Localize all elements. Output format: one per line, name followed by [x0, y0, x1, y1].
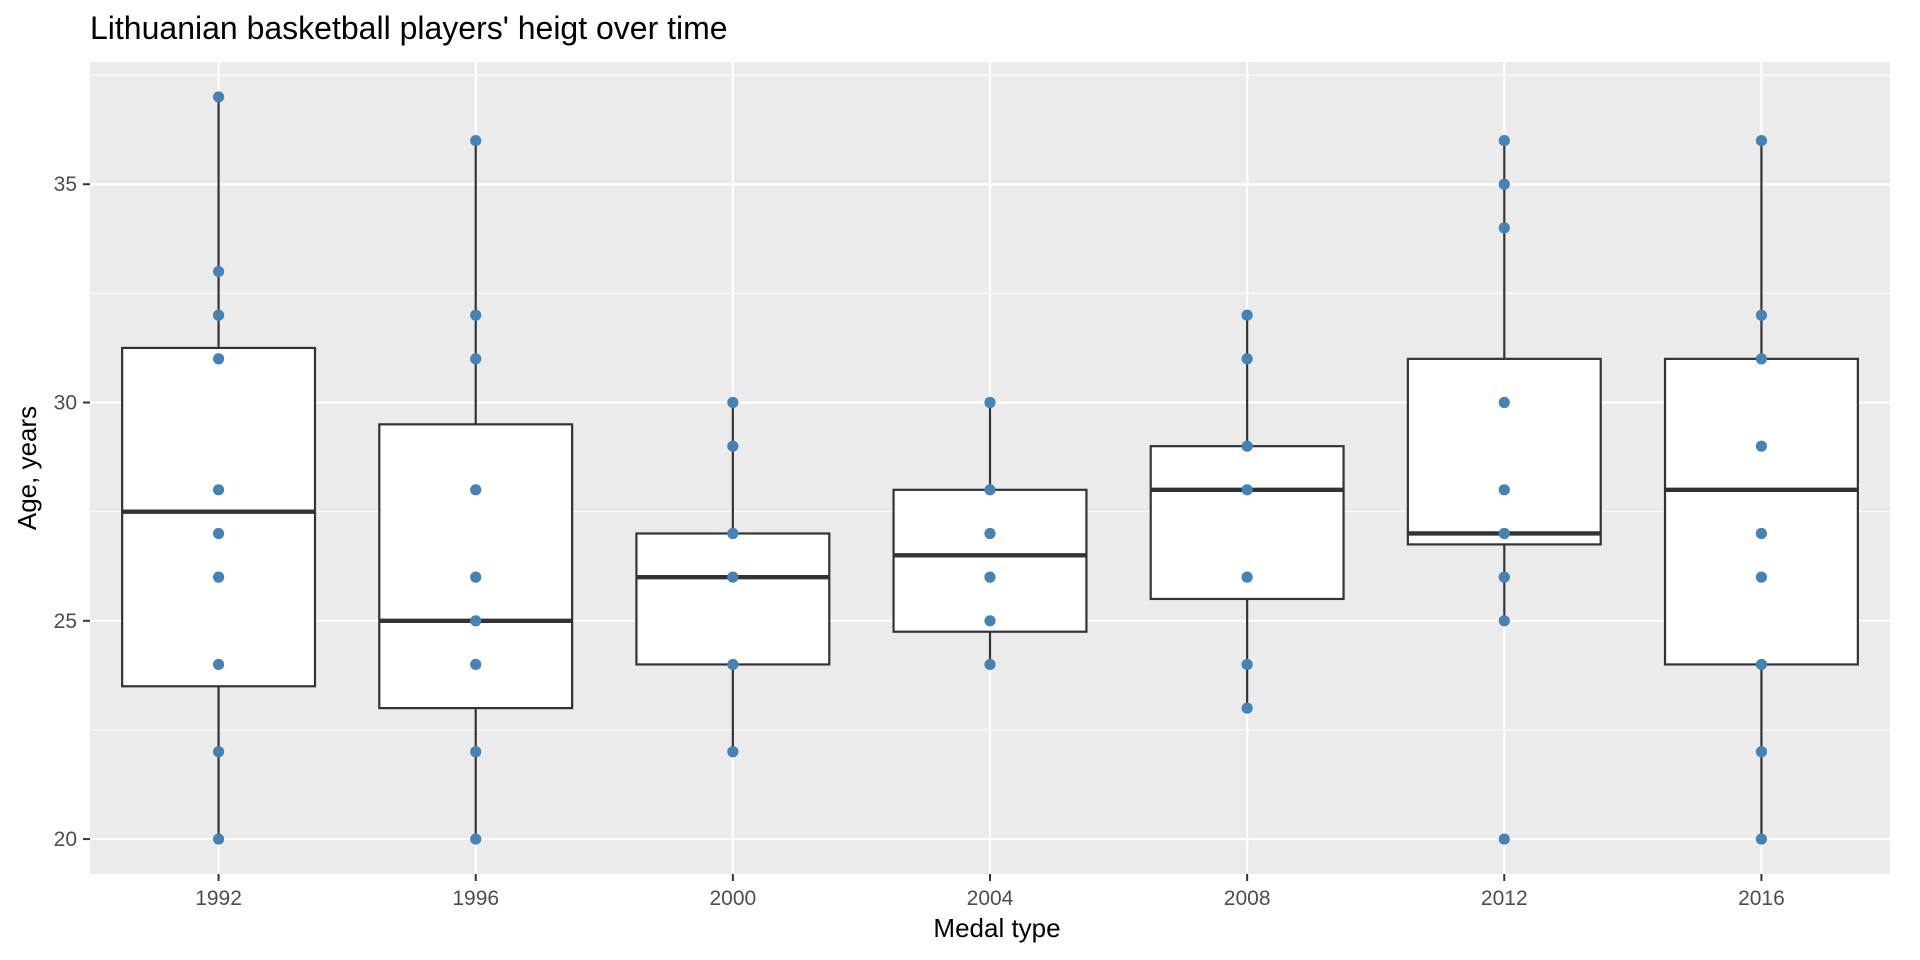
axis-layer: 20 25 30 35 1992 1996 2000 2004 2008 2012 2016 — [54, 173, 1785, 910]
data-point — [212, 571, 225, 583]
data-point — [727, 571, 739, 583]
data-point — [470, 134, 482, 147]
data-point — [1755, 833, 1768, 845]
x-tick-label: 2016 — [1738, 887, 1785, 910]
data-point — [727, 658, 739, 671]
data-point — [1498, 615, 1510, 627]
data-point — [984, 484, 996, 496]
data-point — [1498, 396, 1510, 409]
data-point — [1755, 658, 1768, 671]
box-body — [635, 532, 831, 666]
box-layer — [121, 96, 1859, 840]
data-point — [1241, 702, 1253, 714]
x-tick-label: 1992 — [195, 887, 242, 910]
data-point — [1498, 134, 1510, 147]
data-point — [1498, 178, 1510, 190]
data-point — [212, 353, 225, 365]
x-axis-title: Medal type — [933, 913, 1060, 943]
data-point — [1498, 484, 1510, 496]
data-point — [727, 527, 739, 540]
chart-title: Lithuanian basketball players' heigt ove… — [90, 10, 728, 46]
data-point — [470, 309, 482, 321]
data-point — [1498, 571, 1510, 583]
data-point — [1241, 571, 1253, 583]
y-tick-label: 35 — [54, 173, 77, 196]
data-point — [1755, 527, 1768, 540]
data-point — [727, 440, 739, 452]
data-point — [727, 396, 739, 409]
data-point — [470, 833, 482, 845]
data-point — [212, 91, 225, 103]
box-2004 — [892, 402, 1088, 665]
y-tick-label: 20 — [54, 828, 77, 851]
data-point — [1755, 746, 1768, 758]
box-body — [1663, 357, 1859, 666]
y-tick-label: 25 — [54, 610, 77, 633]
box-body — [121, 346, 317, 688]
data-point — [1241, 440, 1253, 452]
data-point — [1241, 484, 1253, 496]
box-1992 — [121, 96, 317, 840]
data-point — [1755, 353, 1768, 365]
box-body — [892, 488, 1088, 633]
y-tick-label: 30 — [54, 392, 77, 415]
data-point — [1498, 527, 1510, 540]
data-point — [1755, 571, 1768, 583]
data-point — [212, 484, 225, 496]
data-point — [1755, 134, 1768, 147]
y-axis-title: Age, years — [12, 406, 42, 530]
data-point — [470, 746, 482, 758]
data-point — [1498, 833, 1510, 845]
data-point — [1241, 309, 1253, 321]
data-point — [470, 353, 482, 365]
x-tick-label: 2004 — [967, 887, 1014, 910]
data-point — [984, 571, 996, 583]
x-tick-label: 2000 — [709, 887, 756, 910]
point-layer — [212, 91, 1768, 845]
data-point — [212, 658, 225, 671]
data-point — [1755, 309, 1768, 321]
data-point — [1755, 440, 1768, 452]
data-point — [212, 527, 225, 540]
x-tick-label: 2008 — [1224, 887, 1271, 910]
data-point — [212, 746, 225, 758]
data-point — [984, 658, 996, 671]
box-2012 — [1406, 140, 1602, 621]
data-point — [212, 833, 225, 845]
data-point — [470, 484, 482, 496]
data-point — [470, 571, 482, 583]
data-point — [212, 309, 225, 321]
data-point — [984, 615, 996, 627]
x-tick-label: 2012 — [1481, 887, 1528, 910]
data-point — [984, 396, 996, 409]
data-point — [1241, 353, 1253, 365]
data-point — [470, 658, 482, 671]
data-point — [1241, 658, 1253, 671]
data-point — [470, 615, 482, 627]
x-tick-label: 1996 — [452, 887, 499, 910]
data-point — [984, 527, 996, 540]
box-body — [1406, 357, 1602, 546]
data-point — [727, 746, 739, 758]
data-point — [1498, 222, 1510, 234]
data-point — [212, 265, 225, 278]
